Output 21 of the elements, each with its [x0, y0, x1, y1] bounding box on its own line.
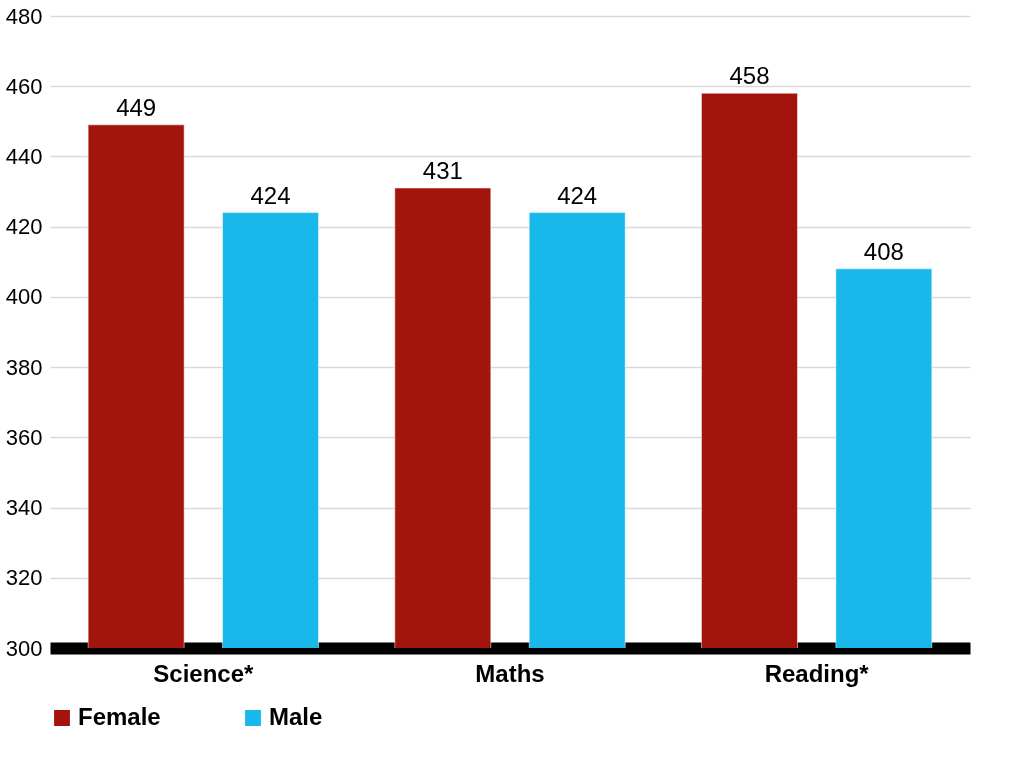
y-tick-label: 440	[5, 143, 43, 169]
x-tick-label: Science*	[153, 659, 255, 687]
data-label: 424	[250, 181, 291, 209]
legend-label: Female	[78, 703, 161, 730]
y-tick-label: 320	[5, 565, 43, 591]
y-tick-label: 300	[5, 635, 43, 661]
y-tick-label: 340	[5, 495, 43, 521]
y-tick-label: 460	[5, 73, 43, 99]
data-label: 431	[422, 157, 463, 185]
data-label: 424	[557, 181, 598, 209]
data-label: 449	[116, 93, 157, 121]
y-tick-label: 400	[5, 284, 43, 310]
y-tick-label: 480	[5, 3, 43, 29]
x-tick-label: Maths	[475, 659, 545, 687]
y-tick-label: 380	[5, 354, 43, 380]
y-tick-label: 420	[5, 214, 43, 240]
x-tick-label: Reading*	[764, 659, 870, 687]
legend-label: Male	[269, 703, 323, 730]
data-label: 408	[863, 237, 904, 265]
data-label: 458	[729, 62, 770, 90]
y-tick-label: 360	[5, 424, 43, 450]
